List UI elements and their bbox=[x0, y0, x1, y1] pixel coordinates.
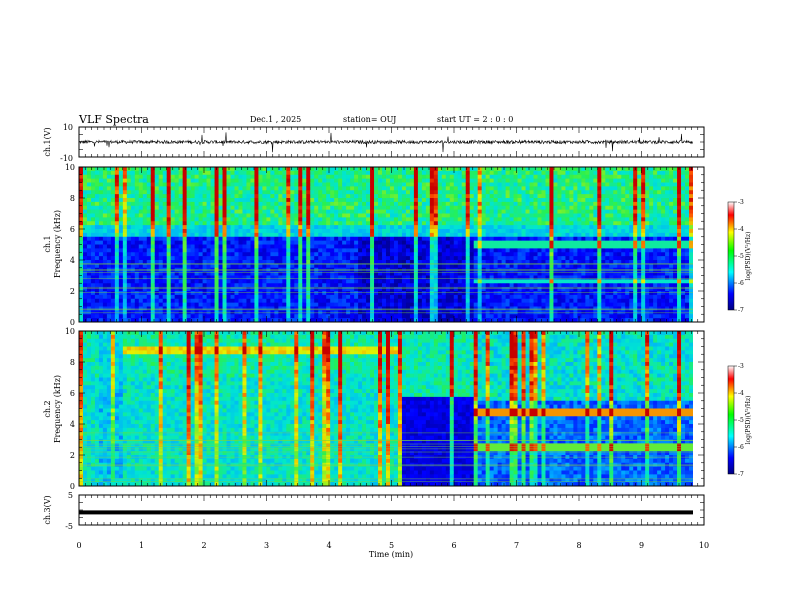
ch1-spectrogram-image bbox=[79, 167, 704, 322]
x-tick-label: 0 bbox=[76, 541, 81, 550]
x-axis-tick-labels: 0 1 2 3 4 5 6 7 8 9 10 bbox=[76, 541, 709, 550]
x-tick-label: 7 bbox=[514, 541, 519, 550]
x-tick-label: 4 bbox=[326, 541, 331, 550]
colorbar-tick-label: -4 bbox=[738, 226, 744, 233]
date-label: Dec.1 , 2025 bbox=[250, 115, 301, 124]
colorbar-tick-label: -6 bbox=[738, 280, 744, 287]
x-tick-label: 8 bbox=[576, 541, 581, 550]
y-tick-label: 0 bbox=[70, 482, 75, 491]
ch2-spectrogram-yticks: 0 2 4 6 8 10 bbox=[65, 327, 704, 491]
ch1-waveform-trace bbox=[79, 132, 694, 153]
colorbar-tick-label: -7 bbox=[738, 471, 744, 478]
x-tick-label: 3 bbox=[264, 541, 269, 550]
colorbar-tick-label: -3 bbox=[738, 363, 744, 370]
ch2-spectrogram-xticks bbox=[78, 331, 705, 486]
y-tick-label: 4 bbox=[70, 256, 75, 265]
y-tick-label: 4 bbox=[70, 420, 75, 429]
y-tick-label: 8 bbox=[70, 358, 75, 367]
ch1-ytick-top: 10 bbox=[63, 123, 73, 132]
station-label: station= OUJ bbox=[343, 115, 396, 124]
ch1-spectrogram-yticks: 0 2 4 6 8 10 bbox=[65, 163, 704, 327]
ch2-colorbar-ticks: -3 -4 -5 -6 -7 bbox=[734, 363, 744, 478]
ch1-ytick-bottom: -10 bbox=[60, 154, 73, 163]
ch2-spectrogram-image bbox=[79, 331, 704, 486]
colorbar-tick-label: -4 bbox=[738, 390, 744, 397]
ch3-waveform-ylabel: ch.3(V) bbox=[43, 495, 52, 524]
ch1-spectrogram-ylabel-frequency: Frequency (kHz) bbox=[53, 210, 62, 278]
ch1-spectrogram-xticks bbox=[78, 167, 705, 322]
colorbar-tick-label: -6 bbox=[738, 444, 744, 451]
ch3-waveform-xticks bbox=[78, 494, 705, 526]
ch1-colorbar-label: log(PSD)(V²/Hz) bbox=[745, 232, 752, 281]
ch3-waveform-panel: 5 -5 ch.3(V) bbox=[43, 491, 705, 531]
ch2-spectrogram-ylabel-channel: ch.2 bbox=[43, 400, 52, 417]
ch1-spectrogram-ylabel-channel: ch.1 bbox=[43, 235, 52, 252]
y-tick-label: 2 bbox=[70, 287, 75, 296]
ch1-waveform-ylabel: ch.1(V) bbox=[43, 127, 52, 156]
colorbar-tick-label: -5 bbox=[738, 417, 744, 424]
x-tick-label: 9 bbox=[639, 541, 644, 550]
x-tick-label: 10 bbox=[699, 541, 709, 550]
colorbar-tick-label: -3 bbox=[738, 199, 744, 206]
ch2-colorbar bbox=[727, 365, 735, 475]
colorbar-tick-label: -5 bbox=[738, 253, 744, 260]
colorbar-tick-label: -7 bbox=[738, 307, 744, 314]
y-tick-label: 2 bbox=[70, 451, 75, 460]
ch1-waveform-xticks bbox=[78, 126, 705, 158]
y-tick-label: 8 bbox=[70, 194, 75, 203]
ch1-waveform-panel: 10 -10 ch.1(V) bbox=[43, 123, 705, 163]
x-tick-label: 1 bbox=[139, 541, 144, 550]
ch1-colorbar-ticks: -3 -4 -5 -6 -7 bbox=[734, 199, 744, 314]
x-tick-label: 2 bbox=[201, 541, 206, 550]
ch3-ytick-bottom: -5 bbox=[65, 522, 73, 531]
ch2-colorbar-label: log(PSD)(V²/Hz) bbox=[745, 396, 752, 445]
y-tick-label: 6 bbox=[70, 225, 75, 234]
ch3-waveform-trace bbox=[79, 510, 693, 515]
y-tick-label: 10 bbox=[65, 163, 75, 172]
y-tick-label: 10 bbox=[65, 327, 75, 336]
y-tick-label: 0 bbox=[70, 318, 75, 327]
x-axis-label: Time (min) bbox=[369, 550, 413, 559]
start-time-label: start UT = 2 : 0 : 0 bbox=[437, 115, 513, 124]
ch3-ytick-top: 5 bbox=[68, 491, 73, 500]
figure-title: VLF Spectra bbox=[78, 113, 149, 126]
x-tick-label: 5 bbox=[389, 541, 394, 550]
ch2-spectrogram-ylabel-frequency: Frequency (kHz) bbox=[53, 375, 62, 443]
x-tick-label: 6 bbox=[451, 541, 456, 550]
y-tick-label: 6 bbox=[70, 389, 75, 398]
ch1-colorbar bbox=[727, 201, 735, 311]
